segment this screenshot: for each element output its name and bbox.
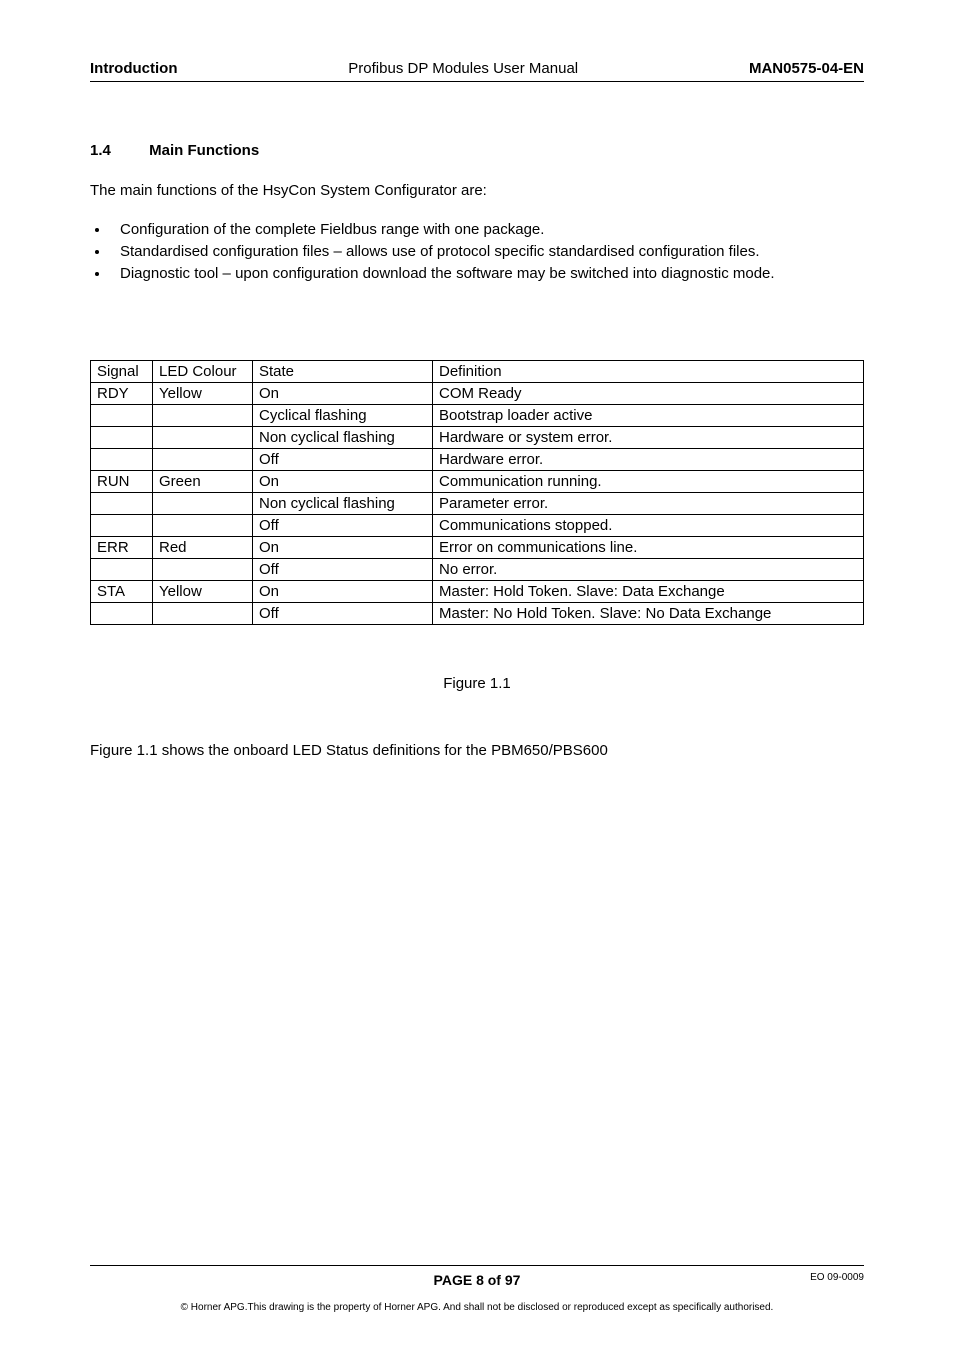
table-row: Non cyclical flashing Hardware or system… <box>91 426 864 448</box>
table-cell <box>153 426 253 448</box>
intro-paragraph: The main functions of the HsyCon System … <box>90 181 864 201</box>
table-cell: Hardware or system error. <box>433 426 864 448</box>
header-rule <box>90 81 864 82</box>
bullet-list: Configuration of the complete Fieldbus r… <box>90 219 864 284</box>
table-cell: Master: No Hold Token. Slave: No Data Ex… <box>433 602 864 624</box>
table-cell: Off <box>253 602 433 624</box>
table-cell: Yellow <box>153 382 253 404</box>
table-cell: ERR <box>91 536 153 558</box>
table-row: ERR Red On Error on communications line. <box>91 536 864 558</box>
table-cell: Cyclical flashing <box>253 404 433 426</box>
table-header-cell: State <box>253 360 433 382</box>
table-row: Cyclical flashing Bootstrap loader activ… <box>91 404 864 426</box>
table-cell <box>91 514 153 536</box>
page-footer: PAGE 8 of 97 EO 09-0009 © Horner APG.Thi… <box>90 1265 864 1313</box>
table-header-cell: Definition <box>433 360 864 382</box>
table-cell: On <box>253 470 433 492</box>
table-row: Off Master: No Hold Token. Slave: No Dat… <box>91 602 864 624</box>
footer-page-number: PAGE 8 of 97 <box>434 1272 521 1288</box>
figure-description: Figure 1.1 shows the onboard LED Status … <box>90 742 864 759</box>
table-cell: On <box>253 536 433 558</box>
led-status-table: Signal LED Colour State Definition RDY Y… <box>90 360 864 625</box>
table-cell: On <box>253 382 433 404</box>
table-cell: On <box>253 580 433 602</box>
table-cell: RUN <box>91 470 153 492</box>
table-cell: Non cyclical flashing <box>253 426 433 448</box>
table-cell: Communication running. <box>433 470 864 492</box>
list-item: Diagnostic tool – upon configuration dow… <box>110 263 864 285</box>
header-manual-title: Profibus DP Modules User Manual <box>177 60 748 77</box>
table-cell <box>153 602 253 624</box>
table-row: Off Hardware error. <box>91 448 864 470</box>
table-cell: Error on communications line. <box>433 536 864 558</box>
table-cell <box>91 602 153 624</box>
table-row: RDY Yellow On COM Ready <box>91 382 864 404</box>
footer-eo-code: EO 09-0009 <box>810 1272 864 1283</box>
page-header: Introduction Profibus DP Modules User Ma… <box>90 60 864 77</box>
section-number: 1.4 <box>90 142 145 159</box>
table-cell: COM Ready <box>433 382 864 404</box>
table-cell: Parameter error. <box>433 492 864 514</box>
table-header-cell: LED Colour <box>153 360 253 382</box>
table-cell <box>153 492 253 514</box>
table-cell: No error. <box>433 558 864 580</box>
table-cell <box>91 558 153 580</box>
header-section-name: Introduction <box>90 60 177 77</box>
table-cell: Master: Hold Token. Slave: Data Exchange <box>433 580 864 602</box>
table-cell <box>91 448 153 470</box>
table-cell <box>91 492 153 514</box>
table-cell <box>153 448 253 470</box>
table-cell: RDY <box>91 382 153 404</box>
table-cell: Off <box>253 558 433 580</box>
table-row: Off Communications stopped. <box>91 514 864 536</box>
table-cell <box>153 514 253 536</box>
table-row: STA Yellow On Master: Hold Token. Slave:… <box>91 580 864 602</box>
table-row: Off No error. <box>91 558 864 580</box>
table-header-row: Signal LED Colour State Definition <box>91 360 864 382</box>
table-cell: Red <box>153 536 253 558</box>
table-cell: STA <box>91 580 153 602</box>
table-header-cell: Signal <box>91 360 153 382</box>
table-cell: Non cyclical flashing <box>253 492 433 514</box>
table-cell: Yellow <box>153 580 253 602</box>
table-cell <box>91 426 153 448</box>
footer-copyright: © Horner APG.This drawing is the propert… <box>90 1302 864 1313</box>
table-cell <box>153 558 253 580</box>
footer-rule <box>90 1265 864 1266</box>
table-cell: Communications stopped. <box>433 514 864 536</box>
table-cell <box>153 404 253 426</box>
table-row: Non cyclical flashing Parameter error. <box>91 492 864 514</box>
table-cell <box>91 404 153 426</box>
table-cell: Hardware error. <box>433 448 864 470</box>
list-item: Configuration of the complete Fieldbus r… <box>110 219 864 241</box>
table-row: RUN Green On Communication running. <box>91 470 864 492</box>
table-cell: Off <box>253 514 433 536</box>
table-cell: Bootstrap loader active <box>433 404 864 426</box>
list-item: Standardised configuration files – allow… <box>110 241 864 263</box>
section-heading: 1.4 Main Functions <box>90 142 864 159</box>
table-cell: Off <box>253 448 433 470</box>
figure-caption: Figure 1.1 <box>90 675 864 692</box>
table-cell: Green <box>153 470 253 492</box>
section-title: Main Functions <box>149 142 259 159</box>
header-doc-code: MAN0575-04-EN <box>749 60 864 77</box>
